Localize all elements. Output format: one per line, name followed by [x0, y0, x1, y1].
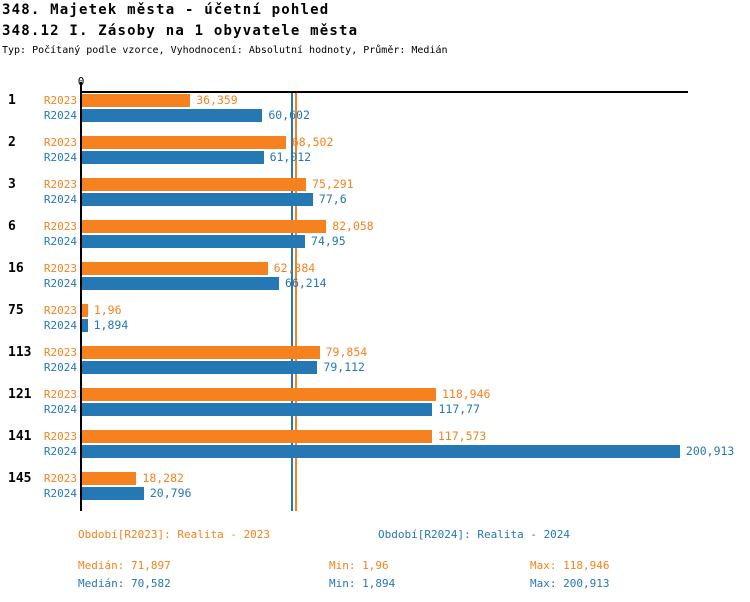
category-label: 145	[8, 471, 32, 486]
value-label-r2024: 1,894	[93, 318, 129, 332]
value-label-r2023: 68,502	[291, 135, 334, 149]
value-label-r2024: 20,796	[149, 486, 192, 500]
category-label: 75	[8, 303, 24, 318]
bar-r2023	[82, 220, 327, 233]
chart-meta-info: Typ: Počítaný podle vzorce, Vyhodnocení:…	[2, 45, 448, 56]
value-label-r2023: 117,573	[437, 429, 487, 443]
series-label-r2024: R2024	[43, 151, 77, 164]
value-label-r2023: 1,96	[93, 303, 122, 317]
value-label-r2024: 60,602	[268, 108, 310, 122]
value-label-r2023: 79,854	[325, 345, 368, 359]
axis-origin-label: 0	[74, 75, 88, 88]
series-label-r2024: R2024	[43, 361, 77, 374]
series-label-r2023: R2023	[43, 346, 77, 359]
x-axis-line	[80, 91, 688, 93]
value-label-r2023: 75,291	[312, 177, 354, 191]
category-label: 1	[8, 93, 16, 108]
bar-r2024	[82, 361, 318, 374]
bar-r2024	[82, 319, 88, 332]
bar-r2023	[82, 94, 191, 107]
series-label-r2024: R2024	[43, 193, 77, 206]
stat-max-r2023: Max: 118,946	[530, 559, 610, 572]
bar-r2024	[82, 151, 264, 164]
value-label-r2024: 77,6	[318, 192, 347, 206]
stat-median-r2024: Medián: 70,582	[78, 577, 171, 590]
bar-r2023	[82, 472, 137, 485]
series-label-r2024: R2024	[43, 445, 77, 458]
stat-min-r2024: Min: 1,894	[329, 577, 396, 590]
value-label-r2024: 74,95	[311, 234, 346, 248]
bar-r2024	[82, 403, 433, 416]
bar-r2024	[82, 109, 263, 122]
bar-r2023	[82, 136, 286, 149]
category-label: 141	[8, 429, 32, 444]
bar-r2023	[82, 304, 88, 317]
category-label: 121	[8, 387, 32, 402]
bar-r2023	[82, 430, 432, 443]
series-label-r2023: R2023	[43, 94, 77, 107]
value-label-r2023: 18,282	[142, 471, 184, 485]
median-line-r2024	[291, 91, 294, 511]
value-label-r2024: 117,77	[438, 402, 481, 416]
chart-subtitle: 348.12 I. Zásoby na 1 obyvatele města	[2, 23, 359, 39]
series-label-r2023: R2023	[43, 178, 77, 191]
stat-min-r2023: Min: 1,96	[329, 559, 389, 572]
value-label-r2023: 118,946	[441, 387, 491, 401]
page-title: 348. Majetek města - účetní pohled	[2, 2, 330, 18]
value-label-r2023: 62,384	[273, 261, 316, 275]
series-label-r2023: R2023	[43, 304, 77, 317]
stat-median-r2023: Medián: 71,897	[78, 559, 171, 572]
series-label-r2024: R2024	[43, 487, 77, 500]
category-label: 113	[8, 345, 32, 360]
legend-period-r2024: Období[R2024]: Realita - 2024	[378, 528, 571, 541]
series-label-r2023: R2023	[43, 136, 77, 149]
bar-r2023	[82, 388, 436, 401]
bar-r2023	[82, 346, 320, 359]
bar-r2024	[82, 235, 306, 248]
value-label-r2024: 200,913	[685, 444, 735, 458]
value-label-r2024: 61,012	[269, 150, 312, 164]
value-label-r2023: 82,058	[332, 219, 374, 233]
legend-period-r2023: Období[R2023]: Realita - 2023	[78, 528, 271, 541]
bar-r2024	[82, 487, 144, 500]
category-label: 6	[8, 219, 16, 234]
category-label: 3	[8, 177, 16, 192]
series-label-r2024: R2024	[43, 235, 77, 248]
category-label: 2	[8, 135, 16, 150]
series-label-r2024: R2024	[43, 403, 77, 416]
series-label-r2023: R2023	[43, 262, 77, 275]
series-label-r2024: R2024	[43, 277, 77, 290]
bar-r2024	[82, 445, 680, 458]
series-label-r2024: R2024	[43, 109, 77, 122]
median-line-r2023	[294, 91, 297, 511]
series-label-r2023: R2023	[43, 472, 77, 485]
value-label-r2024: 79,112	[323, 360, 365, 374]
series-label-r2023: R2023	[43, 388, 77, 401]
value-label-r2024: 66,214	[285, 276, 327, 290]
category-label: 16	[8, 261, 24, 276]
y-axis-line	[80, 82, 82, 511]
series-label-r2023: R2023	[43, 430, 77, 443]
bar-r2024	[82, 193, 313, 206]
bar-r2024	[82, 277, 280, 290]
series-label-r2024: R2024	[43, 319, 77, 332]
bar-r2023	[82, 178, 307, 191]
stat-max-r2024: Max: 200,913	[530, 577, 610, 590]
bar-r2023	[82, 262, 268, 275]
value-label-r2023: 36,359	[196, 93, 238, 107]
series-label-r2023: R2023	[43, 220, 77, 233]
